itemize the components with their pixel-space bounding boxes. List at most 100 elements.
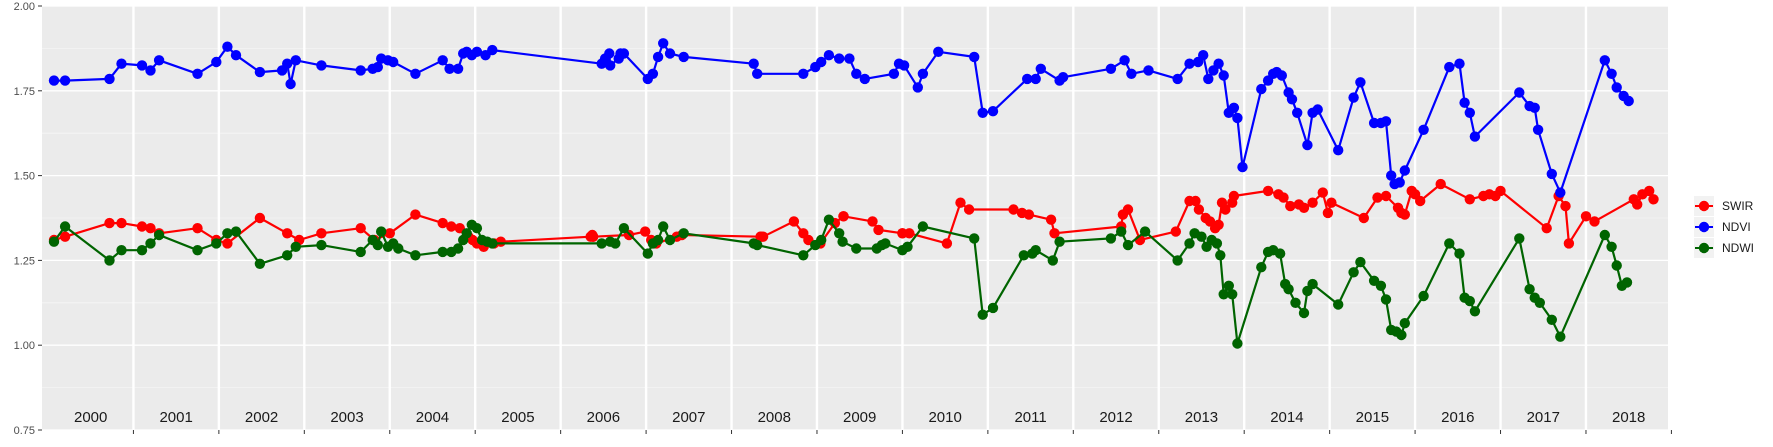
data-point-ndwi — [1105, 233, 1117, 244]
data-point-ndwi — [1611, 260, 1622, 271]
data-point-ndwi — [851, 243, 862, 254]
data-point-ndvi — [153, 55, 165, 66]
data-point-ndvi — [1232, 112, 1243, 124]
data-point-ndwi — [1534, 297, 1546, 308]
data-point-ndvi — [1333, 145, 1344, 156]
data-point-ndwi — [752, 239, 763, 251]
data-point-ndwi — [192, 245, 203, 256]
data-point-ndvi — [355, 65, 366, 76]
data-point-swir — [1298, 202, 1310, 213]
data-point-ndvi — [1469, 131, 1481, 142]
year-label: 2013 — [1185, 409, 1218, 426]
data-point-swir — [1580, 211, 1592, 222]
data-point-ndwi — [116, 245, 127, 256]
data-point-ndwi — [1606, 241, 1617, 252]
data-point-ndvi — [116, 58, 127, 69]
data-point-ndwi — [410, 250, 421, 261]
data-point-ndwi — [1599, 229, 1611, 241]
data-point-swir — [867, 216, 878, 227]
data-point-ndvi — [1599, 55, 1611, 66]
data-point-ndvi — [1030, 73, 1041, 85]
legend-label-swir: SWIR — [1722, 199, 1754, 213]
data-point-swir — [1495, 185, 1506, 197]
data-point-ndwi — [104, 255, 115, 266]
data-point-ndvi — [987, 106, 999, 117]
data-point-ndvi — [1237, 161, 1248, 173]
data-point-ndwi — [1172, 255, 1183, 266]
data-point-ndwi — [969, 233, 980, 244]
data-point-ndvi — [145, 65, 156, 76]
data-point-ndvi — [748, 58, 759, 69]
data-point-ndvi — [618, 48, 630, 59]
data-point-ndwi — [1380, 294, 1392, 305]
data-point-ndvi — [222, 41, 233, 52]
data-point-ndvi — [1380, 116, 1392, 127]
y-tick-label: 1.00 — [14, 340, 35, 352]
data-point-swir — [145, 223, 156, 234]
data-point-ndwi — [1227, 289, 1238, 300]
data-point-ndwi — [664, 234, 676, 246]
data-point-ndwi — [834, 228, 845, 239]
year-label: 2009 — [843, 409, 876, 426]
data-point-swir — [1023, 209, 1035, 220]
data-point-ndvi — [1021, 73, 1033, 85]
data-point-ndvi — [1035, 63, 1047, 74]
data-point-swir — [873, 224, 884, 236]
data-point-ndvi — [1555, 187, 1566, 198]
series-layer — [48, 38, 1659, 349]
data-point-swir — [59, 231, 71, 242]
legend-label-ndvi: NDVI — [1722, 220, 1751, 234]
data-point-ndvi — [604, 48, 615, 59]
data-point-ndvi — [917, 68, 929, 80]
data-point-ndwi — [59, 221, 71, 232]
data-point-ndvi — [969, 51, 980, 63]
data-point-ndvi — [211, 56, 222, 68]
data-point-ndwi — [1218, 289, 1229, 300]
data-point-ndwi — [977, 309, 988, 320]
data-point-swir — [955, 197, 966, 208]
data-point-swir — [963, 204, 975, 215]
data-point-swir — [254, 212, 266, 224]
data-point-ndvi — [1355, 77, 1366, 88]
year-label: 2004 — [416, 409, 449, 426]
data-point-swir — [1122, 204, 1134, 215]
data-point-ndwi — [642, 248, 653, 259]
data-point-ndwi — [1307, 278, 1318, 290]
year-label: 2000 — [74, 409, 107, 426]
data-point-ndwi — [230, 226, 242, 237]
data-point-swir — [1632, 199, 1643, 210]
data-point-ndvi — [1454, 58, 1465, 69]
data-point-ndvi — [1276, 70, 1288, 81]
data-point-ndwi — [1196, 231, 1207, 242]
data-point-swir — [1358, 212, 1370, 224]
data-point-ndwi — [837, 236, 848, 247]
data-point-swir — [1228, 190, 1240, 202]
data-point-ndvi — [823, 50, 835, 61]
year-label: 2014 — [1270, 409, 1303, 426]
data-point-ndwi — [153, 229, 165, 241]
data-point-ndwi — [816, 234, 827, 246]
year-label: 2017 — [1527, 409, 1560, 426]
data-point-swir — [1307, 197, 1318, 208]
data-point-swir — [1563, 238, 1575, 249]
data-point-swir — [1464, 194, 1476, 205]
data-point-ndvi — [1514, 87, 1525, 98]
data-point-ndvi — [1057, 72, 1069, 83]
data-point-ndvi — [1532, 124, 1544, 135]
data-point-ndvi — [1348, 92, 1359, 103]
data-point-swir — [1008, 204, 1019, 215]
data-point-ndvi — [1464, 107, 1476, 119]
data-point-swir — [1380, 190, 1392, 202]
data-point-ndvi — [1623, 95, 1634, 107]
data-point-ndvi — [1302, 139, 1313, 151]
data-point-ndwi — [1232, 338, 1243, 349]
data-point-ndvi — [752, 68, 763, 80]
data-point-swir — [1415, 195, 1426, 207]
data-point-swir — [384, 228, 395, 239]
data-point-swir — [1045, 214, 1057, 225]
data-point-ndvi — [1399, 165, 1411, 176]
data-point-ndvi — [1126, 68, 1137, 80]
data-point-ndwi — [1116, 226, 1127, 237]
